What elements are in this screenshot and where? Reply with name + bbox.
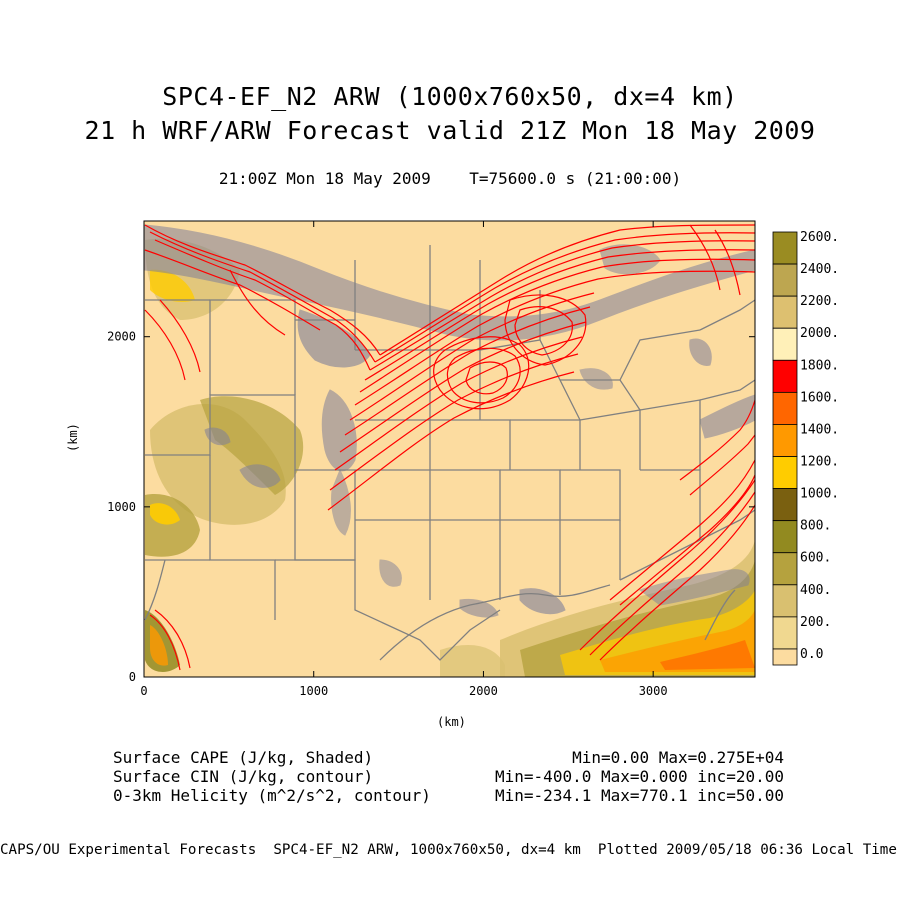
colorbar-label: 400.	[800, 583, 831, 598]
x-tick-label: 2000	[469, 684, 498, 698]
x-axis-label: (km)	[437, 715, 466, 729]
x-tick-label: 1000	[299, 684, 328, 698]
legend-helicity-range: Min=-234.1 Max=770.1 inc=50.00	[495, 786, 784, 805]
colorbar-swatch	[772, 231, 798, 265]
colorbar-label: 1000.	[800, 487, 839, 502]
y-tick-label: 0	[129, 670, 136, 684]
title-line-2: 21 h WRF/ARW Forecast valid 21Z Mon 18 M…	[84, 116, 816, 145]
map-frame	[143, 220, 756, 678]
colorbar-label: 2600.	[800, 230, 839, 245]
legend-cape-label: Surface CAPE (J/kg, Shaded)	[113, 748, 374, 767]
valid-time-subtitle: 21:00Z Mon 18 May 2009 T=75600.0 s (21:0…	[218, 169, 682, 188]
colorbar-label: 1800.	[800, 358, 839, 373]
colorbar-label: 2000.	[800, 326, 839, 341]
helicity-contours	[144, 224, 756, 671]
colorbar-label: 1600.	[800, 390, 839, 405]
x-tick-label: 0	[140, 684, 147, 698]
colorbar-swatch	[772, 359, 798, 393]
colorbar: 2600. 2400. 2200. 2000. 1800. 1600. 1400. 1200.…	[772, 230, 839, 666]
footer-credit: CAPS/OU Experimental Forecasts SPC4-EF_N…	[0, 842, 897, 858]
colorbar-label: 2400.	[800, 262, 839, 277]
colorbar-label: 2200.	[800, 294, 839, 309]
colorbar-label: 200.	[800, 615, 831, 630]
colorbar-swatch	[772, 456, 798, 489]
title-line-1: SPC4-EF_N2 ARW (1000x760x50, dx=4 km)	[162, 82, 738, 111]
colorbar-label: 0.0	[800, 647, 823, 662]
y-tick-label: 2000	[107, 330, 136, 344]
colorbar-label: 800.	[800, 519, 831, 534]
legend-cin-range: Min=-400.0 Max=0.000 inc=20.00	[495, 767, 784, 786]
colorbar-swatch	[772, 295, 798, 329]
political-boundaries	[144, 245, 756, 661]
x-tick-label: 3000	[639, 684, 668, 698]
cin-contours	[144, 224, 756, 618]
colorbar-label: 1200.	[800, 455, 839, 470]
legend-helicity-label: 0-3km Helicity (m^2/s^2, contour)	[113, 786, 431, 805]
colorbar-swatch	[772, 616, 798, 650]
colorbar-swatch	[772, 327, 798, 361]
map-panel	[143, 220, 756, 678]
y-axis-label: (km)	[66, 423, 80, 452]
y-tick-label: 1000	[107, 500, 136, 514]
colorbar-swatch	[772, 648, 798, 666]
colorbar-swatch	[772, 552, 798, 586]
colorbar-swatch	[772, 263, 798, 297]
colorbar-label: 600.	[800, 551, 831, 566]
colorbar-swatch	[772, 584, 798, 618]
colorbar-swatch	[772, 488, 798, 522]
colorbar-swatch	[772, 424, 798, 457]
legend-cape-range: Min=0.00 Max=0.275E+04	[572, 748, 784, 767]
colorbar-label: 1400.	[800, 422, 839, 437]
colorbar-swatch	[772, 520, 798, 554]
colorbar-swatch	[772, 391, 798, 425]
map-axes: 0 1000 2000 3000 0 1000 2000	[107, 221, 755, 698]
legend-cin-label: Surface CIN (J/kg, contour)	[113, 767, 374, 786]
